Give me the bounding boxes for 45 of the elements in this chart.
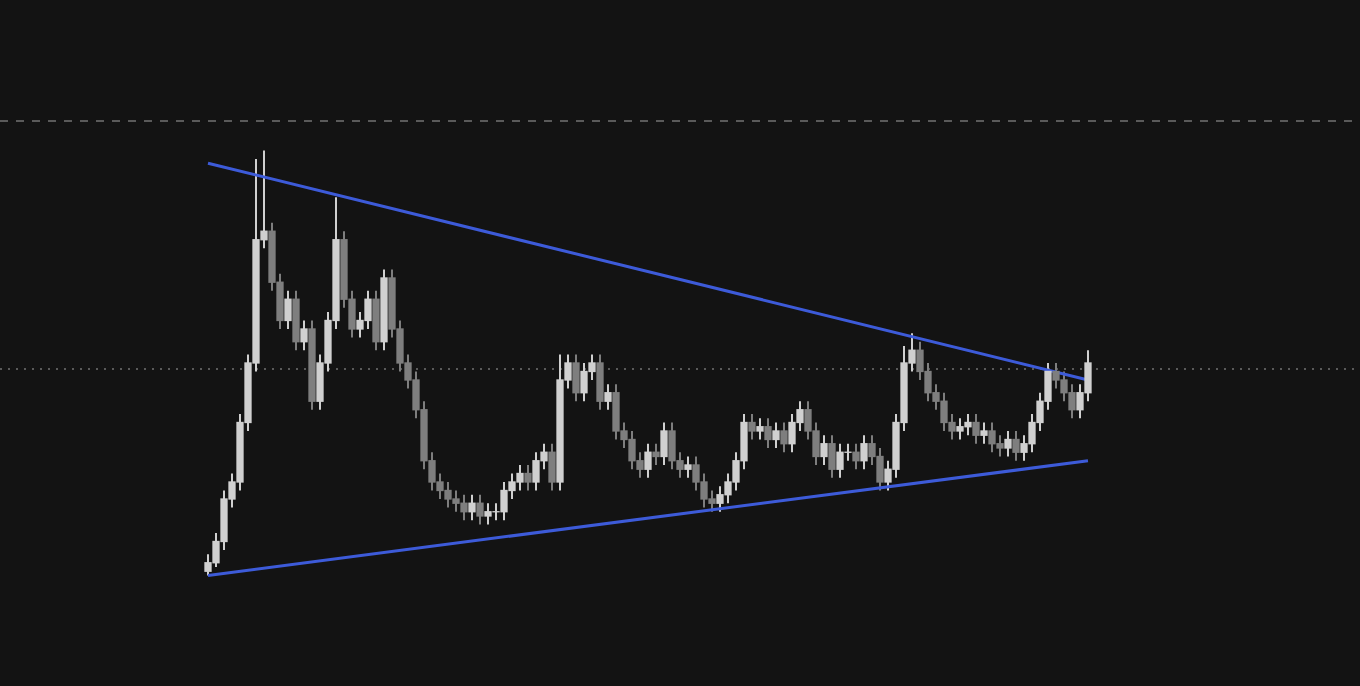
candlestick: [476, 493, 484, 526]
candlestick: [500, 480, 508, 522]
candlestick: [468, 493, 476, 522]
candlestick: [364, 289, 372, 330]
candlestick: [604, 383, 612, 411]
candlestick: [292, 289, 300, 352]
candlestick: [612, 383, 620, 441]
candlestick: [1004, 429, 1012, 458]
candlestick: [580, 361, 588, 403]
candlestick: [644, 442, 652, 479]
candlestick: [652, 442, 660, 466]
candlestick: [628, 429, 636, 471]
candlestick: [980, 421, 988, 445]
candlestick: [516, 463, 524, 492]
candlestick: [972, 412, 980, 445]
candlestick: [772, 421, 780, 449]
candlestick: [444, 480, 452, 509]
candlestick: [988, 421, 996, 454]
candlestick: [372, 289, 380, 352]
candlestick: [860, 434, 868, 471]
candlestick: [460, 493, 468, 522]
candlestick: [524, 463, 532, 492]
candlestick: [596, 353, 604, 411]
candlestick: [780, 421, 788, 454]
candlestick: [836, 442, 844, 479]
candlestick: [1012, 429, 1020, 462]
candlestick: [964, 412, 972, 437]
candlestick: [452, 489, 460, 513]
candlestick: [300, 319, 308, 352]
candlestick: [756, 417, 764, 441]
candlestick: [660, 421, 668, 466]
candlestick: [852, 442, 860, 471]
candlestick: [748, 412, 756, 441]
candlestick: [820, 434, 828, 466]
candlestick: [668, 421, 676, 471]
candlestick: [548, 442, 556, 492]
candlestick: [828, 434, 836, 479]
candlestick: [956, 417, 964, 441]
candlestick: [532, 451, 540, 492]
candlestick: [764, 417, 772, 449]
candlestick: [572, 353, 580, 403]
candlestick: [484, 502, 492, 526]
candlestick: [284, 289, 292, 330]
candlestick: [940, 391, 948, 432]
candlestick: [684, 455, 692, 479]
